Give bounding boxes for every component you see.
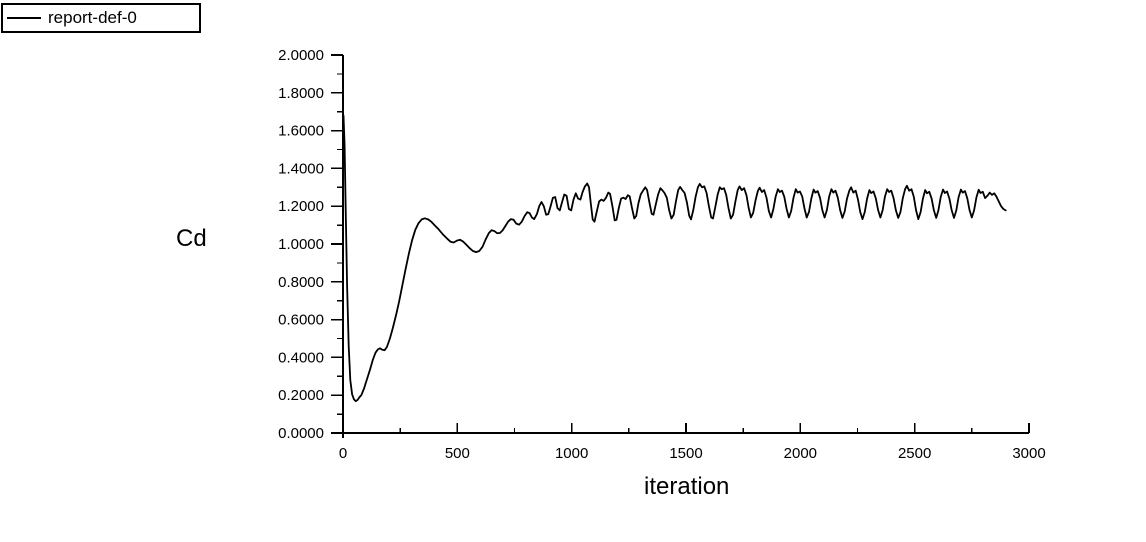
- legend: report-def-0: [1, 3, 201, 33]
- y-tick-label: 2.0000: [278, 47, 324, 64]
- series-curve-report-def-0: [342, 114, 1007, 403]
- y-tick-label: 0.0000: [278, 425, 324, 442]
- y-tick-label: 1.2000: [278, 198, 324, 215]
- y-tick-label: 0.8000: [278, 274, 324, 291]
- x-tick-label: 500: [445, 445, 470, 462]
- y-tick-label: 1.8000: [278, 85, 324, 102]
- y-tick-label: 1.4000: [278, 160, 324, 177]
- y-tick-label: 0.2000: [278, 387, 324, 404]
- legend-series-label: report-def-0: [48, 8, 137, 27]
- x-axis-title: iteration: [644, 473, 730, 500]
- y-tick-label: 0.4000: [278, 349, 324, 366]
- x-tick-label: 0: [339, 445, 347, 462]
- x-tick-label: 1500: [669, 445, 702, 462]
- x-tick-label: 2500: [898, 445, 931, 462]
- legend-line-sample-icon: [7, 17, 41, 19]
- y-tick-label: 1.0000: [278, 236, 324, 253]
- y-tick-label: 1.6000: [278, 123, 324, 140]
- x-tick-label: 3000: [1012, 445, 1045, 462]
- x-tick-label: 2000: [784, 445, 817, 462]
- y-tick-label: 0.6000: [278, 312, 324, 329]
- x-tick-label: 1000: [555, 445, 588, 462]
- y-axis-title: Cd: [176, 225, 207, 252]
